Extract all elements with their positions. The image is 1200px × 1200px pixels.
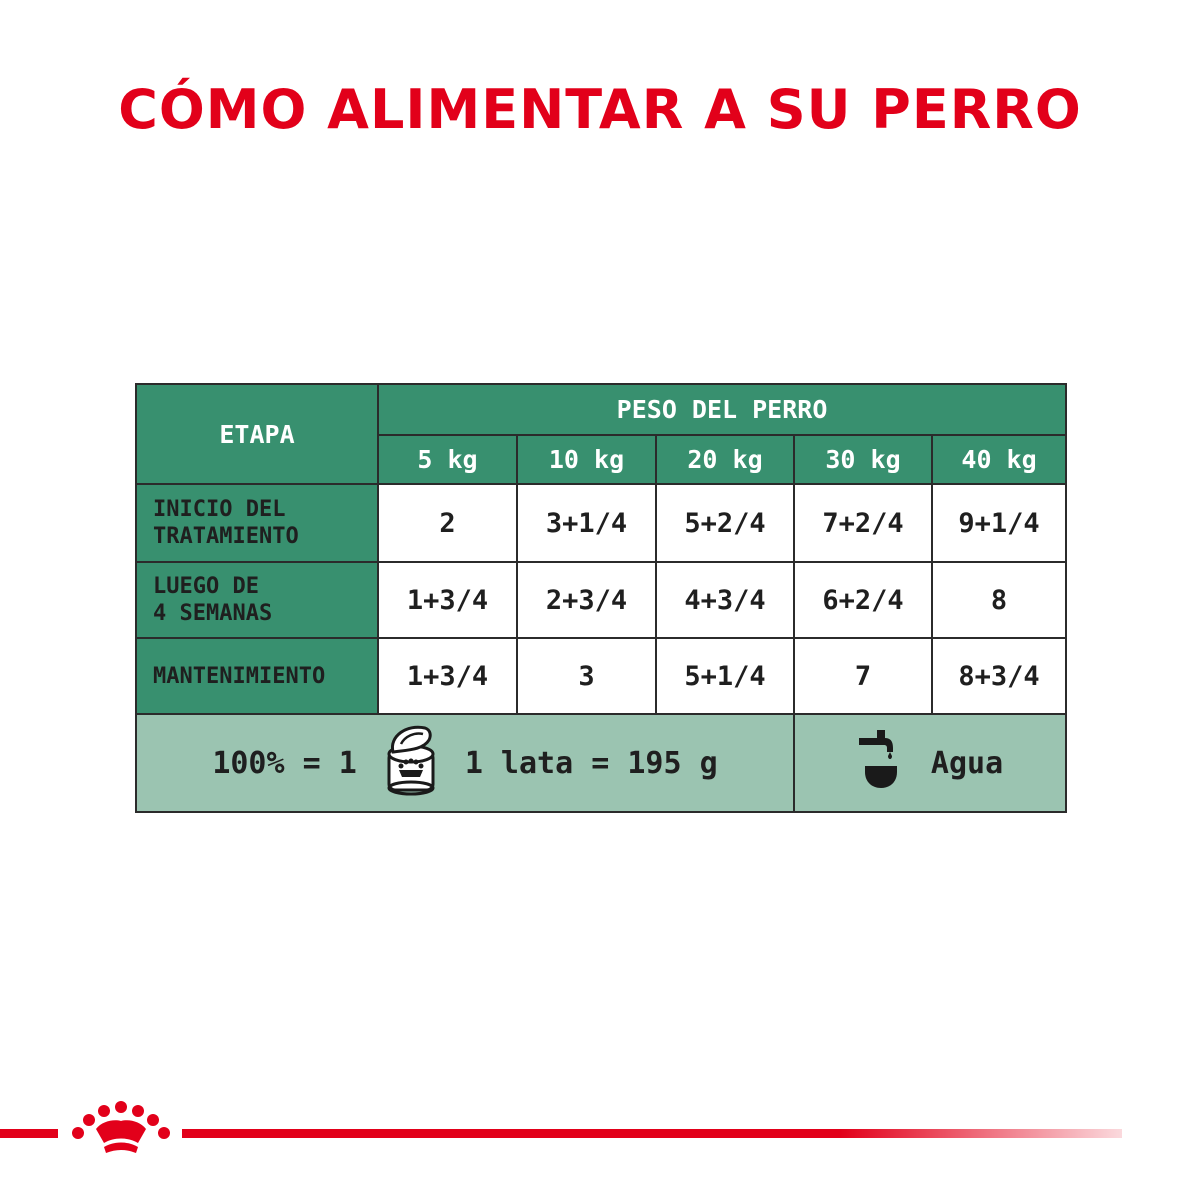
table-cell: 1+3/4 bbox=[377, 637, 518, 715]
table-cell: 5+1/4 bbox=[655, 637, 795, 715]
table-cell: 9+1/4 bbox=[930, 483, 1068, 563]
table-cell: 3+1/4 bbox=[516, 483, 657, 563]
table-row: INICIO DEL TRATAMIENTO 2 3+1/4 5+2/4 7+2… bbox=[135, 483, 1068, 563]
weight-column-header: 10 kg bbox=[516, 434, 657, 485]
water-tap-bowl-icon bbox=[857, 728, 901, 798]
table-cell: 2+3/4 bbox=[516, 561, 657, 639]
stage-header: ETAPA bbox=[135, 383, 379, 485]
brand-line-right bbox=[182, 1129, 1122, 1138]
row-label: INICIO DEL TRATAMIENTO bbox=[135, 483, 379, 563]
portion-ratio: 100% = 1 bbox=[212, 745, 357, 781]
table-row: LUEGO DE 4 SEMANAS 1+3/4 2+3/4 4+3/4 6+2… bbox=[135, 561, 1068, 639]
page-title: CÓMO ALIMENTAR A SU PERRO bbox=[118, 78, 1082, 141]
brand-line-left bbox=[0, 1129, 58, 1138]
table-footer-row: 100% = 1 1 lata bbox=[135, 713, 1068, 813]
row-label-line: 4 SEMANAS bbox=[153, 601, 273, 626]
row-label-line: INICIO DEL bbox=[153, 497, 286, 522]
royal-crown-logo-icon bbox=[66, 1099, 176, 1165]
row-label-line: MANTENIMIENTO bbox=[153, 663, 326, 689]
table-cell: 5+2/4 bbox=[655, 483, 795, 563]
weight-column-header: 5 kg bbox=[377, 434, 518, 485]
dog-food-can-icon bbox=[385, 722, 437, 804]
table-cell: 8 bbox=[930, 561, 1068, 639]
row-label-line: TRATAMIENTO bbox=[153, 524, 299, 549]
table-cell: 8+3/4 bbox=[930, 637, 1068, 715]
table-cell: 1+3/4 bbox=[377, 561, 518, 639]
table-cell: 7+2/4 bbox=[793, 483, 933, 563]
table-cell: 6+2/4 bbox=[793, 561, 933, 639]
weight-column-header: 40 kg bbox=[930, 434, 1068, 485]
can-weight-text: 1 lata = 195 g bbox=[464, 745, 718, 781]
row-label-line: LUEGO DE bbox=[153, 574, 259, 599]
weight-column-header: 30 kg bbox=[793, 434, 933, 485]
table-cell: 4+3/4 bbox=[655, 561, 795, 639]
weight-column-header: 20 kg bbox=[655, 434, 795, 485]
row-label: LUEGO DE 4 SEMANAS bbox=[135, 561, 379, 639]
feeding-table: ETAPA PESO DEL PERRO 5 kg 10 kg 20 kg 30… bbox=[135, 383, 1068, 813]
table-cell: 3 bbox=[516, 637, 657, 715]
water-info: Agua bbox=[792, 713, 1068, 813]
table-cell: 2 bbox=[377, 483, 518, 563]
water-text: Agua bbox=[930, 745, 1004, 781]
weight-header: PESO DEL PERRO bbox=[376, 383, 1068, 436]
can-portion-info: 100% = 1 1 lata bbox=[135, 713, 795, 813]
row-label: MANTENIMIENTO bbox=[135, 637, 379, 715]
table-cell: 7 bbox=[793, 637, 933, 715]
table-row: MANTENIMIENTO 1+3/4 3 5+1/4 7 8+3/4 bbox=[135, 637, 1068, 715]
